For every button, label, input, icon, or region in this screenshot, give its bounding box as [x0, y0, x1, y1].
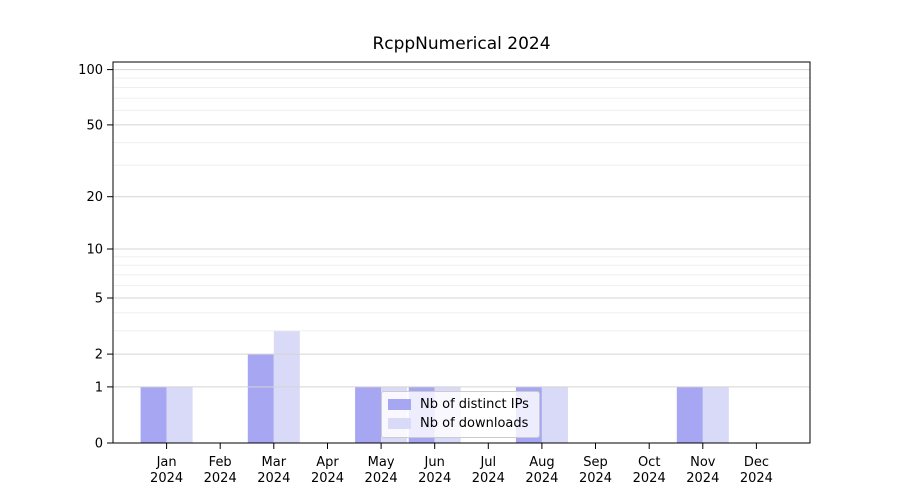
x-tick-label-month: Jan: [156, 455, 177, 470]
x-tick-label-year: 2024: [150, 471, 183, 486]
x-tick-label-year: 2024: [311, 471, 344, 486]
x-tick-label-year: 2024: [525, 471, 558, 486]
x-tick-label-year: 2024: [579, 471, 612, 486]
legend-label-downloads: Nb of downloads: [420, 416, 529, 431]
y-tick-label: 2: [95, 348, 103, 363]
x-tick-label-month: Jul: [479, 455, 496, 470]
x-tick-label-month: Apr: [316, 455, 339, 470]
bar-nb-of-distinct-ips-jan: [140, 386, 167, 443]
x-tick-label-year: 2024: [633, 471, 666, 486]
bar-nb-of-downloads-jan: [166, 386, 193, 443]
y-tick-label: 0: [95, 437, 103, 452]
bar-nb-of-downloads-nov: [702, 386, 729, 443]
y-tick-label: 10: [86, 243, 103, 258]
x-tick-label-month: Jun: [424, 455, 445, 470]
y-tick-label: 50: [86, 118, 103, 133]
x-tick-label-year: 2024: [472, 471, 505, 486]
legend-label-distinct-ips: Nb of distinct IPs: [420, 397, 529, 412]
x-tick-label-month: Aug: [529, 455, 554, 470]
y-tick-label: 20: [86, 190, 103, 205]
x-tick-label-month: Dec: [744, 455, 769, 470]
x-tick-label-month: Feb: [209, 455, 232, 470]
y-tick-label: 100: [78, 63, 103, 78]
legend-swatch-distinct-ips: [388, 399, 411, 410]
bar-nb-of-distinct-ips-may: [355, 386, 382, 443]
x-tick-label-year: 2024: [257, 471, 290, 486]
x-tick-label-month: Nov: [690, 455, 716, 470]
x-tick-label-year: 2024: [204, 471, 237, 486]
legend-entry-distinct-ips: Nb of distinct IPs: [388, 397, 529, 412]
bar-nb-of-downloads-aug: [541, 386, 568, 443]
y-tick-label: 1: [95, 380, 103, 395]
x-tick-label-year: 2024: [740, 471, 773, 486]
x-tick-label-month: Sep: [583, 455, 608, 470]
x-tick-label-year: 2024: [686, 471, 719, 486]
legend-entry-downloads: Nb of downloads: [388, 416, 529, 431]
bar-nb-of-distinct-ips-mar: [247, 354, 274, 443]
x-tick-label-month: May: [368, 455, 395, 470]
x-tick-label-year: 2024: [418, 471, 451, 486]
bar-nb-of-distinct-ips-nov: [676, 386, 703, 443]
y-tick-label: 5: [95, 292, 103, 307]
chart-title: RcppNumerical 2024: [372, 34, 551, 54]
x-tick-label-year: 2024: [365, 471, 398, 486]
x-tick-label-month: Mar: [262, 455, 287, 470]
legend-swatch-downloads: [388, 418, 411, 429]
legend: Nb of distinct IPs Nb of downloads: [381, 391, 540, 438]
x-tick-label-month: Oct: [638, 455, 660, 470]
plot-frame: [112, 61, 811, 444]
